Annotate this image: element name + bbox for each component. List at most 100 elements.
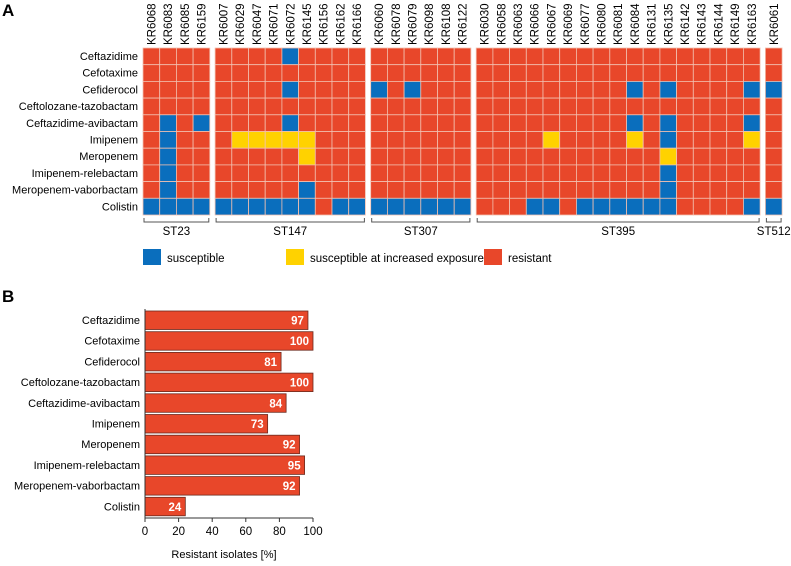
group-bracket [215,218,365,223]
heatmap-cell-R [559,147,577,166]
heatmap-cell-R [709,147,728,166]
bar-category-label: Cefotaxime [84,336,140,348]
heatmap-cell-R [370,114,388,132]
heatmap-cell-R [142,97,161,116]
isolate-label: KR6098 [424,3,436,45]
bar-category-label: Ceftazidime-avibactam [28,398,140,410]
heatmap-cell-R [559,197,577,216]
heatmap-cell-R [281,181,299,199]
heatmap-cell-R [386,131,405,149]
heatmap-cell-R [348,81,366,99]
group-label: ST307 [404,226,438,238]
heatmap-cell-R [264,164,283,182]
heatmap-cell-R [142,81,161,99]
isolate-label: KR6145 [302,3,314,45]
heatmap-cell-R [403,64,422,82]
heatmap-cell-R [592,81,611,99]
heatmap-cell-R [692,181,711,199]
antibiotic-label: Ceftazidime-avibactam [26,118,138,130]
heatmap-cell-R [214,181,233,199]
heatmap-cell-R [709,197,728,216]
heatmap-cell-R [192,97,211,116]
heatmap-cell-R [175,64,194,82]
group-bracket [476,218,760,223]
heatmap-cell-R [692,47,711,66]
heatmap-cell-R [142,64,161,82]
group-label: ST23 [163,226,191,238]
group-bracket [143,218,210,223]
heatmap-cell-R [765,47,783,66]
heatmap-cell-R [159,81,177,99]
heatmap-cell-R [437,81,455,99]
bar-category-label: Imipenem-relebactam [34,460,140,472]
heatmap-cell-S [331,197,350,216]
heatmap-cell-R [248,164,266,182]
heatmap-cell-R [475,81,494,99]
heatmap-cell-R [709,114,728,132]
heatmap-cell-I [264,131,283,149]
heatmap-cell-R [492,64,510,82]
heatmap-cell-S [420,197,438,216]
heatmap-cell-R [231,81,249,99]
heatmap-cell-R [142,47,161,66]
heatmap-cell-R [765,181,783,199]
antibiotic-label: Meropenem [79,151,138,163]
heatmap-cell-R [765,147,783,166]
isolate-label: KR6066 [530,3,542,45]
heatmap-cell-R [475,147,494,166]
heatmap-cell-R [453,81,472,99]
heatmap-cell-R [420,97,438,116]
heatmap-cell-R [525,131,544,149]
heatmap-cell-S [453,197,472,216]
heatmap-cell-R [592,114,611,132]
heatmap-cell-R [509,114,527,132]
heatmap-cell-R [559,181,577,199]
heatmap-cell-R [692,64,711,82]
bar-value-label: 100 [290,336,309,348]
heatmap-cell-I [298,147,316,166]
heatmap-cell-R [626,147,644,166]
antibiotic-label: Cefiderocol [82,84,138,96]
heatmap-cell-R [626,47,644,66]
isolate-label: KR6058 [496,3,508,45]
heatmap-cell-R [281,64,299,82]
heatmap-cell-R [192,81,211,99]
heatmap-cell-R [525,97,544,116]
heatmap-cell-R [175,164,194,182]
bar [144,476,300,496]
heatmap-cell-R [676,164,694,182]
heatmap-cell-R [709,97,728,116]
heatmap-cell-R [298,114,316,132]
heatmap-cell-R [576,131,594,149]
heatmap-cell-R [420,64,438,82]
heatmap-cell-R [264,114,283,132]
heatmap-cell-R [231,147,249,166]
heatmap-cell-R [214,164,233,182]
heatmap-cell-R [331,147,350,166]
heatmap-cell-R [642,64,661,82]
x-tick-label: 80 [273,526,286,538]
heatmap-cell-R [509,147,527,166]
heatmap-cell-R [676,181,694,199]
heatmap-cell-S [370,197,388,216]
heatmap-cell-R [314,114,333,132]
isolate-label: KR6072 [285,3,297,45]
isolate-label: KR6083 [163,3,175,45]
legend-swatch-I [286,249,304,265]
heatmap-cell-R [214,131,233,149]
heatmap-cell-R [214,147,233,166]
x-tick-label: 60 [239,526,252,538]
heatmap-cell-R [231,64,249,82]
heatmap-cell-R [386,181,405,199]
bar-value-label: 24 [169,502,182,514]
heatmap-cell-R [609,131,627,149]
heatmap-cell-R [403,97,422,116]
heatmap-cell-R [576,64,594,82]
heatmap-cell-R [453,47,472,66]
heatmap-cell-S [765,197,783,216]
heatmap-cell-S [281,114,299,132]
heatmap-cell-I [281,131,299,149]
heatmap-cell-R [676,64,694,82]
heatmap-cell-R [542,181,561,199]
heatmap-cell-I [542,131,561,149]
